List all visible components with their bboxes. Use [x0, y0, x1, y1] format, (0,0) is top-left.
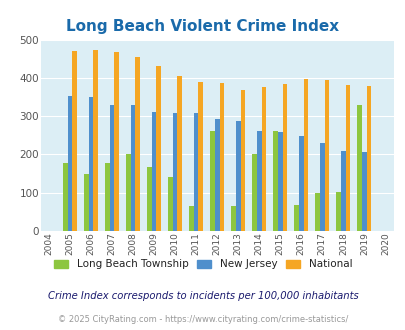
Bar — [273, 131, 277, 231]
Bar — [89, 97, 93, 231]
Bar — [219, 83, 224, 231]
Bar — [173, 113, 177, 231]
Bar — [240, 90, 245, 231]
Bar — [324, 80, 328, 231]
Bar — [114, 52, 119, 231]
Bar — [151, 112, 156, 231]
Bar — [130, 106, 135, 231]
Bar — [194, 113, 198, 231]
Bar — [319, 143, 324, 231]
Legend: Long Beach Township, New Jersey, National: Long Beach Township, New Jersey, Nationa… — [49, 255, 356, 274]
Bar — [84, 174, 89, 231]
Bar — [109, 106, 114, 231]
Bar — [210, 131, 214, 231]
Bar — [361, 152, 366, 231]
Text: © 2025 CityRating.com - https://www.cityrating.com/crime-statistics/: © 2025 CityRating.com - https://www.city… — [58, 315, 347, 324]
Bar — [356, 105, 361, 231]
Bar — [135, 57, 140, 231]
Text: Long Beach Violent Crime Index: Long Beach Violent Crime Index — [66, 19, 339, 34]
Bar — [256, 131, 261, 231]
Bar — [147, 167, 151, 231]
Bar — [340, 150, 345, 231]
Bar — [214, 119, 219, 231]
Bar — [277, 132, 282, 231]
Bar — [231, 206, 235, 231]
Bar — [189, 206, 194, 231]
Bar — [252, 154, 256, 231]
Bar — [168, 178, 173, 231]
Bar — [93, 50, 98, 231]
Bar — [366, 86, 371, 231]
Bar — [345, 85, 350, 231]
Bar — [315, 193, 319, 231]
Bar — [336, 192, 340, 231]
Bar — [282, 84, 286, 231]
Bar — [298, 136, 303, 231]
Bar — [303, 79, 307, 231]
Bar — [105, 163, 109, 231]
Bar — [177, 76, 182, 231]
Bar — [156, 66, 161, 231]
Bar — [126, 154, 130, 231]
Bar — [235, 121, 240, 231]
Bar — [72, 51, 77, 231]
Bar — [294, 205, 298, 231]
Bar — [63, 163, 68, 231]
Bar — [261, 87, 266, 231]
Text: Crime Index corresponds to incidents per 100,000 inhabitants: Crime Index corresponds to incidents per… — [47, 291, 358, 301]
Bar — [68, 96, 72, 231]
Bar — [198, 82, 202, 231]
